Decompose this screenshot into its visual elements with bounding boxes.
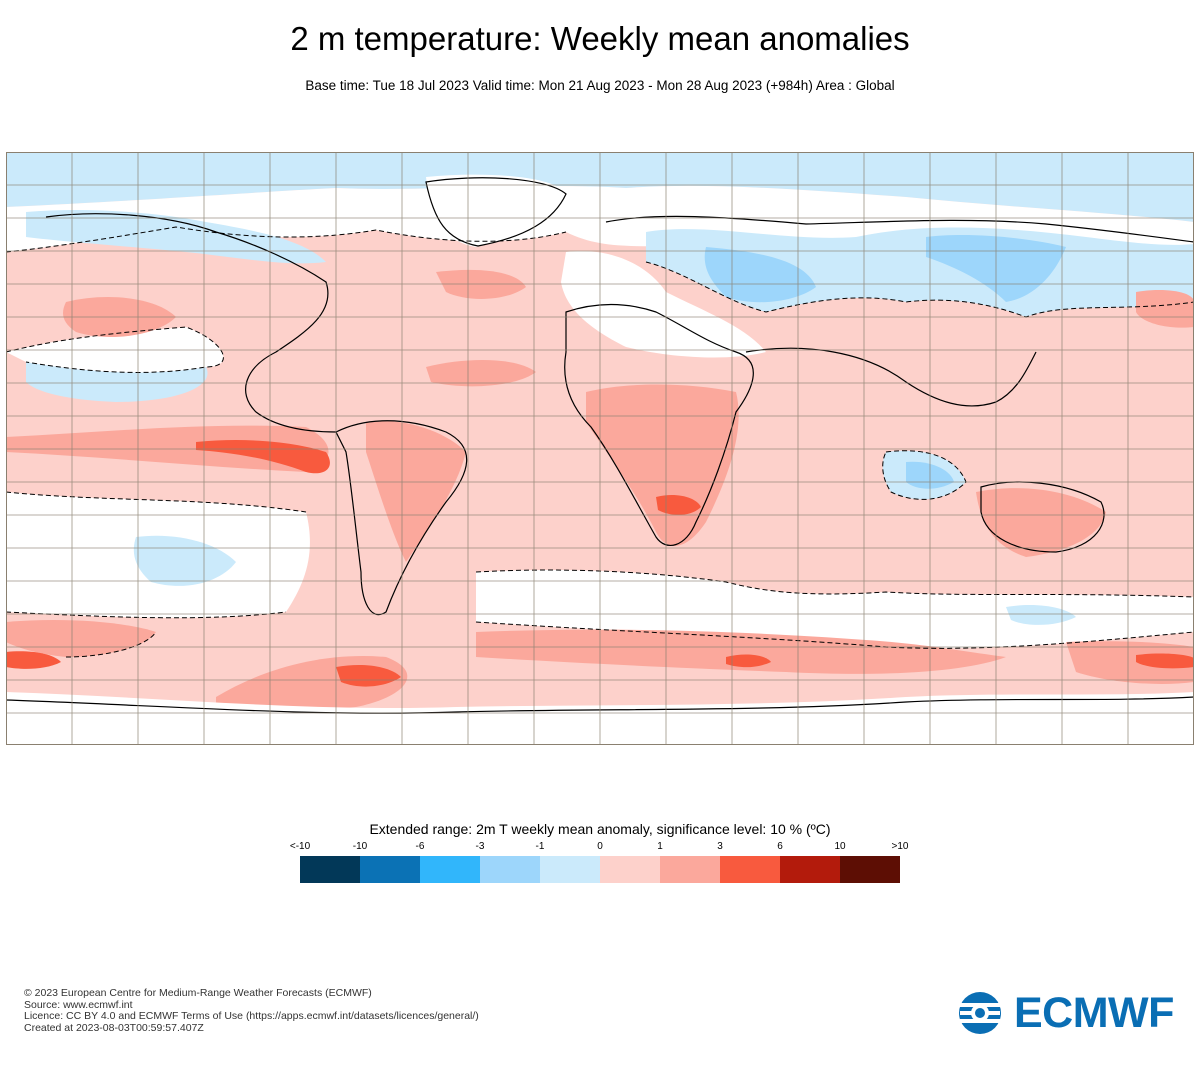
global-anomaly-map — [6, 152, 1194, 745]
legend-swatch — [420, 856, 480, 883]
legend-title: Extended range: 2m T weekly mean anomaly… — [369, 821, 831, 837]
south-america-warm-region — [366, 421, 466, 562]
legend-tick: -10 — [352, 841, 368, 852]
legend-tick: <-10 — [289, 841, 311, 852]
southern-ocean-warm-band-east — [1066, 641, 1194, 684]
legend-swatch — [540, 856, 600, 883]
greenland-region — [426, 174, 566, 247]
legend-swatch — [660, 856, 720, 883]
legend-tick: >10 — [891, 841, 909, 852]
significance-contours — [6, 226, 1194, 658]
indian-southern-hot-spot — [726, 654, 771, 668]
west-hot-spot — [6, 651, 61, 669]
source-line: Source: www.ecmwf.int — [24, 998, 133, 1011]
legend-tick: -1 — [535, 841, 545, 852]
legend-tick: -3 — [475, 841, 485, 852]
nw-pacific-warm-patch — [1136, 290, 1194, 328]
legend-swatch — [780, 856, 840, 883]
ecmwf-logo-icon — [959, 992, 1001, 1034]
legend-tick: 1 — [657, 841, 663, 852]
south-atlantic-neutral-region — [476, 570, 1194, 649]
europe-neutral-region — [561, 251, 766, 358]
legend-tick: 10 — [834, 841, 846, 852]
legend-color-bar — [300, 856, 900, 883]
legend-swatch — [840, 856, 900, 883]
created-line: Created at 2023-08-03T00:59:57.407Z — [24, 1021, 204, 1034]
east-hot-spot — [1136, 653, 1194, 669]
south-indian-cool-patches — [1006, 605, 1076, 625]
legend-swatch — [480, 856, 540, 883]
coastlines — [6, 177, 1194, 714]
credits: © 2023 European Centre for Medium-Range … — [24, 987, 479, 1034]
legend-swatch — [600, 856, 660, 883]
licence-line: Licence: CC BY 4.0 and ECMWF Terms of Us… — [24, 1010, 479, 1022]
africa-warm-region — [586, 384, 739, 546]
legend-swatch — [360, 856, 420, 883]
equatorial-pacific-hot-core — [196, 440, 330, 474]
legend-ticks: <-10 -10 -6 -3 -1 0 1 3 6 10 >10 — [290, 841, 909, 855]
legend-tick: -6 — [415, 841, 425, 852]
southern-africa-hot-spot — [656, 495, 701, 515]
eurasia-mid-blue-region — [704, 235, 1066, 303]
arctic-cool-region — [6, 152, 1194, 222]
copyright-line: © 2023 European Centre for Medium-Range … — [24, 987, 372, 999]
canada-cool-region — [26, 210, 326, 264]
southern-ocean-warm-band — [476, 629, 1006, 674]
legend-tick: 0 — [597, 841, 603, 852]
chart-subtitle: Base time: Tue 18 Jul 2023 Valid time: M… — [305, 78, 895, 93]
chart-title: 2 m temperature: Weekly mean anomalies — [290, 20, 910, 57]
graticule — [6, 152, 1194, 745]
australia-warm-region — [976, 488, 1106, 557]
antarctic-peninsula-hot-core — [336, 665, 401, 687]
atlantic-warm-patch — [426, 360, 536, 387]
legend-swatch — [300, 856, 360, 883]
southern-ocean-warm-band-west — [6, 620, 156, 657]
legend-swatch — [720, 856, 780, 883]
ecmwf-logo-text: ECMWF — [1014, 989, 1174, 1037]
legend-tick: 3 — [717, 841, 723, 852]
legend-tick: 6 — [777, 841, 783, 852]
